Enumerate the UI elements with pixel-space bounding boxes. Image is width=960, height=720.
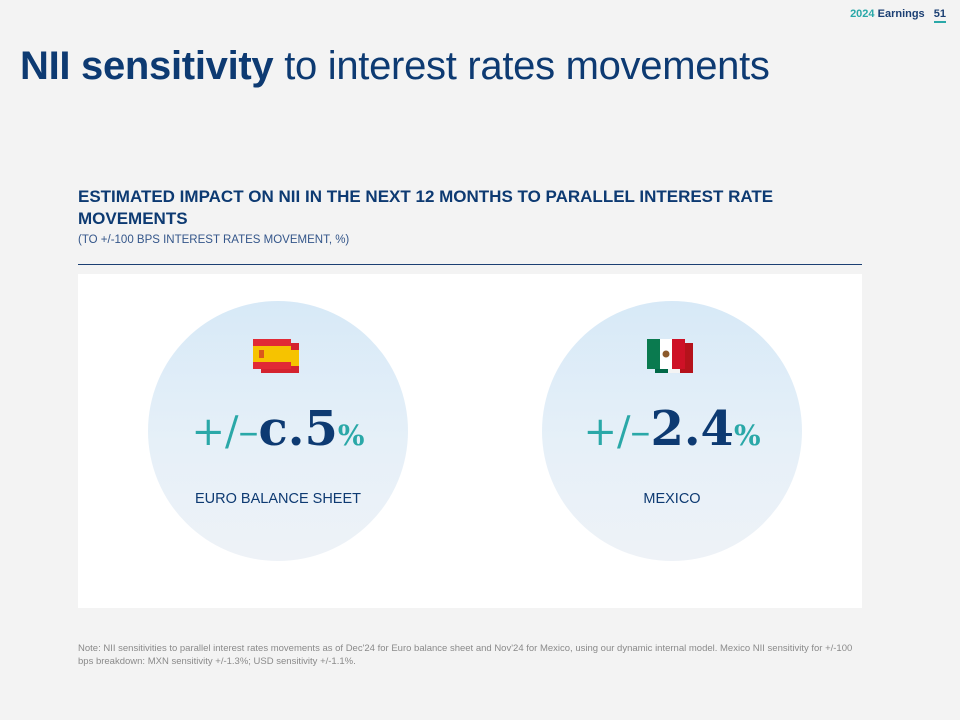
mexico-sensitivity-value: +/–2.4% xyxy=(542,401,802,457)
mexico-card: +/–2.4% MEXICO xyxy=(542,301,802,561)
header-report: Earnings xyxy=(877,8,925,20)
page-number: 51 xyxy=(933,8,947,23)
slide-header-tag: 2024 Earnings 51 xyxy=(850,8,947,23)
spain-flag-icon xyxy=(253,339,299,373)
mexico-flag-icon xyxy=(647,339,693,373)
page-title: NII sensitivity to interest rates moveme… xyxy=(20,44,770,89)
mexico-prefix: +/– xyxy=(583,409,651,455)
mexico-value: 2.4 xyxy=(650,401,734,457)
section-subheading: (TO +/-100 BPS INTEREST RATES MOVEMENT, … xyxy=(78,234,350,246)
spain-unit: % xyxy=(337,419,365,452)
section-divider xyxy=(78,264,862,265)
header-year: 2024 xyxy=(850,8,875,20)
page-title-bold: NII sensitivity xyxy=(20,44,274,88)
page-title-rest: to interest rates movements xyxy=(273,44,770,88)
spain-sensitivity-value: +/–c.5% xyxy=(148,401,408,457)
mexico-unit: % xyxy=(733,419,761,452)
spain-label: EURO BALANCE SHEET xyxy=(195,491,361,507)
sensitivity-panel: +/–c.5% EURO BALANCE SHEET +/–2.4% MEXIC… xyxy=(78,274,862,608)
footnote: Note: NII sensitivities to parallel inte… xyxy=(78,643,853,667)
spain-prefix: +/– xyxy=(191,409,259,455)
spain-value: c.5 xyxy=(258,401,338,457)
section-heading: ESTIMATED IMPACT ON NII IN THE NEXT 12 M… xyxy=(78,187,774,228)
mexico-label: MEXICO xyxy=(643,491,701,507)
spain-card: +/–c.5% EURO BALANCE SHEET xyxy=(148,301,408,561)
